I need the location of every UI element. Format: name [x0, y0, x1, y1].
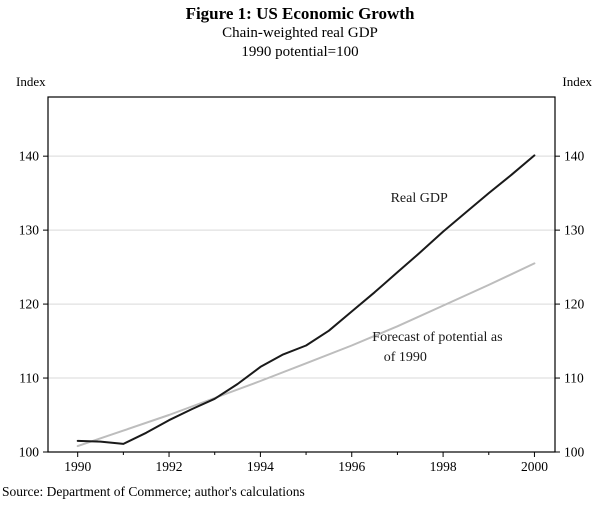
- x-tick-label: 1994: [247, 459, 274, 474]
- x-tick-label: 1990: [64, 459, 91, 474]
- y-tick-label-left: 140: [19, 149, 40, 164]
- y-axis-unit-right: Index: [562, 74, 592, 89]
- y-axis-unit-left: Index: [16, 74, 46, 89]
- y-tick-label-left: 120: [19, 297, 40, 312]
- series-line: [76, 154, 536, 445]
- x-tick-label: 2000: [521, 459, 548, 474]
- y-tick-label-right: 110: [564, 371, 584, 386]
- y-tick-label-left: 130: [19, 223, 40, 238]
- series-annotation: of 1990: [384, 350, 427, 365]
- y-tick-label-right: 100: [564, 445, 585, 460]
- chart-subtitle-line1: Chain-weighted real GDP: [222, 25, 378, 41]
- source-note: Source: Department of Commerce; author's…: [2, 484, 305, 499]
- y-tick-label-right: 130: [564, 223, 585, 238]
- y-tick-label-left: 100: [19, 445, 40, 460]
- series-annotation: Real GDP: [391, 191, 448, 206]
- x-tick-label: 1992: [156, 459, 183, 474]
- series-line: [76, 262, 536, 448]
- y-tick-label-left: 110: [19, 371, 39, 386]
- x-tick-label: 1996: [338, 459, 365, 474]
- chart-title: Figure 1: US Economic Growth: [185, 4, 415, 23]
- plot-border: [47, 96, 556, 453]
- x-tick-label: 1998: [430, 459, 457, 474]
- y-tick-label-right: 140: [564, 149, 585, 164]
- y-tick-label-right: 120: [564, 297, 585, 312]
- chart-subtitle-line2: 1990 potential=100: [241, 44, 359, 60]
- series-annotation: Forecast of potential as: [372, 330, 502, 345]
